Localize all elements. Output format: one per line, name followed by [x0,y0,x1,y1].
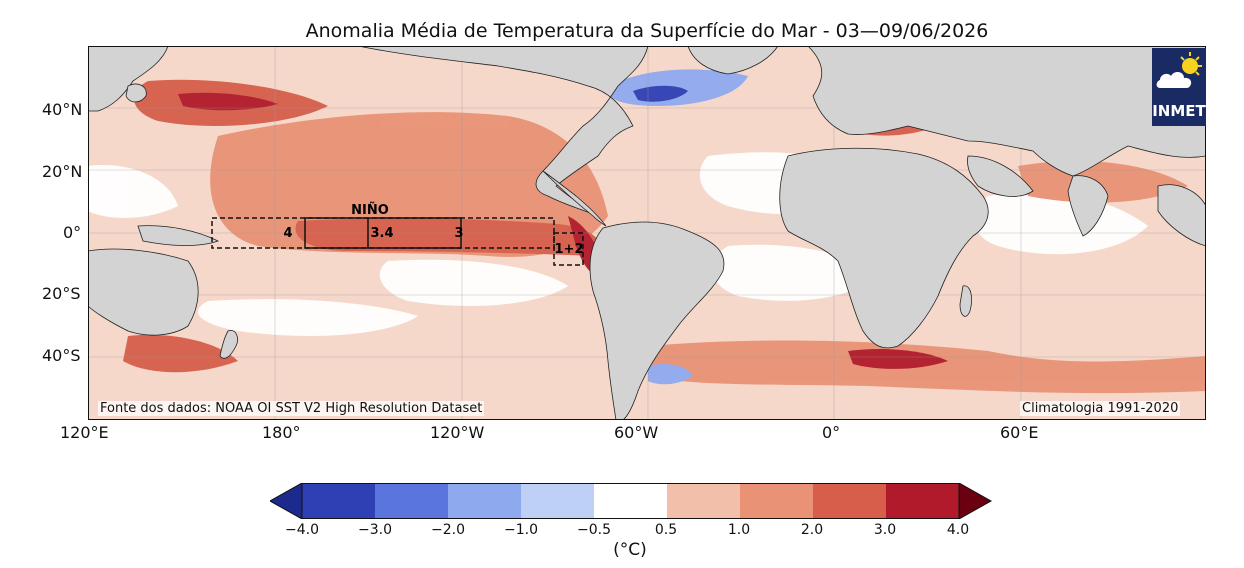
inmet-logo-text: INMET [1152,102,1206,120]
nino-4-label: 4 [283,226,292,241]
sun-cloud-icon [1156,52,1202,88]
indian-subcontinent [1067,175,1109,237]
inmet-logo: INMET [1152,48,1206,126]
colorbar-tick-3: −1.0 [504,522,538,538]
new-zealand [219,330,238,359]
nino-12-box [553,232,584,266]
nino-3-label: 3 [454,226,463,241]
japan [125,83,147,103]
map-title: Anomalia Média de Temperatura da Superfí… [305,20,989,42]
colorbar-frame [301,483,960,519]
nino-34-box [304,217,462,249]
climatology-note: Climatologia 1991-2020 [1020,401,1181,416]
colorbar-tick-5: 0.5 [654,522,678,538]
colorbar-unit: (°C) [613,540,647,560]
colorbar-segment-2 [448,483,521,519]
nino-34-label: 3.4 [370,226,393,241]
map-frame [88,46,1206,420]
australia [88,248,199,336]
arabian-peninsula [967,155,1034,197]
colorbar-segment-1 [375,483,448,519]
greenland [687,46,779,75]
sst-anomaly-map: NIÑO 4 3.4 3 1+2 [88,46,1206,420]
colorbar-segment-5 [667,483,740,519]
lon-label-120w: 120°W [430,423,485,442]
lon-label-0: 0° [822,423,841,442]
colorbar-tick-4: −0.5 [577,522,611,538]
indochina [1157,184,1206,247]
lon-label-60e: 60°E [1000,423,1039,442]
colorbar-segment-8 [886,483,959,519]
colorbar-over-arrow [958,483,993,519]
lon-label-180: 180° [262,423,301,442]
colorbar-segment-7 [813,483,886,519]
lat-label-0: 0° [63,223,82,242]
colorbar-segment-4 [594,483,667,519]
colorbar-tick-7: 2.0 [800,522,824,538]
madagascar [959,285,972,317]
land-masses [88,46,1206,420]
colorbar-tick-6: 1.0 [727,522,751,538]
lat-label-20s: 20°S [42,284,81,303]
eurasia [807,46,1206,177]
new-guinea [137,225,220,246]
colorbar-segment-3 [521,483,594,519]
colorbar-tick-9: 4.0 [946,522,970,538]
nino-12-label: 1+2 [555,242,584,257]
colorbar-tick-8: 3.0 [873,522,897,538]
nino-title: NIÑO [351,202,389,218]
lon-label-60w: 60°W [614,423,659,442]
north-america [357,46,649,215]
data-source-note: Fonte dos dados: NOAA OI SST V2 High Res… [98,401,485,416]
south-america [589,221,725,420]
lon-label-120e: 120°E [60,423,109,442]
colorbar-under-arrow [270,483,303,519]
colorbar-tick-2: −2.0 [431,522,465,538]
east-asia [88,46,169,112]
africa [779,147,989,349]
central-america [542,170,607,227]
colorbar-tick-1: −3.0 [358,522,392,538]
lat-label-20n: 20°N [42,162,83,181]
colorbar [270,483,993,519]
colorbar-segment-0 [302,483,375,519]
colorbar-segment-6 [740,483,813,519]
lat-label-40n: 40°N [42,100,83,119]
lat-label-40s: 40°S [42,346,81,365]
colorbar-tick-0: −4.0 [285,522,319,538]
nino-regions [211,217,584,266]
